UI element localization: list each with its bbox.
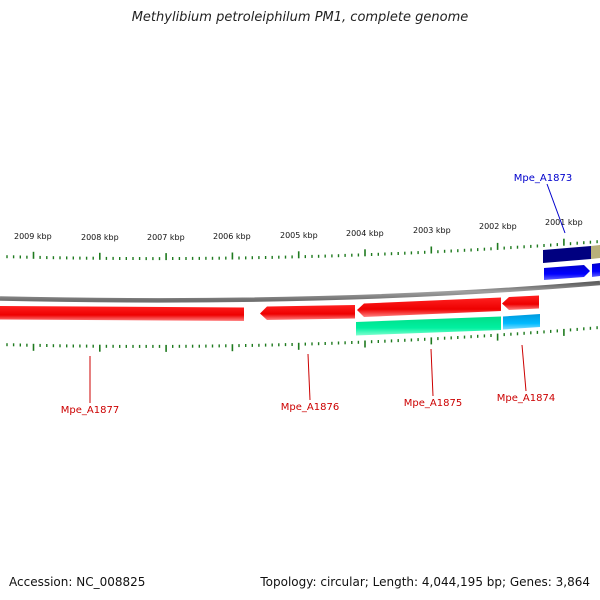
feature-labels: Mpe_A1877 Mpe_A1876 Mpe_A1875 Mpe_A1874 … xyxy=(61,173,572,416)
feature-mpe-a1874 xyxy=(502,295,539,310)
scale-label-2005: 2005 kbp xyxy=(280,231,318,240)
scale-label-2001: 2001 kbp xyxy=(545,218,583,227)
scale-label-2006: 2006 kbp xyxy=(213,232,251,241)
leader-line-mpe-a1876 xyxy=(307,353,311,401)
feature-mpe-a1877 xyxy=(0,306,244,321)
scale-label-2003: 2003 kbp xyxy=(413,226,451,235)
feature-mpe-a1876 xyxy=(260,305,355,320)
feature-label-mpe-a1876: Mpe_A1876 xyxy=(281,402,339,413)
feature-cyan xyxy=(503,314,540,330)
map-title: Methylibium petroleiphilum PM1, complete… xyxy=(131,10,469,25)
feature-leader-lines xyxy=(89,183,566,403)
feature-green xyxy=(356,316,501,336)
scale-label-2009: 2009 kbp xyxy=(14,232,52,241)
feature-label-mpe-a1877: Mpe_A1877 xyxy=(61,405,119,416)
leader-line-mpe-a1873 xyxy=(546,183,566,234)
feature-mpe-a1875 xyxy=(357,297,501,317)
leader-line-mpe-a1874 xyxy=(521,344,527,392)
scale-ticks-lower xyxy=(6,326,598,352)
scale-label-2004: 2004 kbp xyxy=(346,229,384,238)
reverse-strand-track xyxy=(0,295,540,336)
accession-label: Accession: NC_008825 xyxy=(9,575,146,589)
feature-dark-navy xyxy=(543,246,591,263)
scale-labels: 2009 kbp 2008 kbp 2007 kbp 2006 kbp 2005… xyxy=(14,218,583,242)
leader-line-mpe-a1875 xyxy=(430,348,434,397)
genome-summary: Topology: circular; Length: 4,044,195 bp… xyxy=(260,575,590,589)
feature-olive xyxy=(591,245,600,259)
scale-ticks-upper xyxy=(6,238,598,261)
scale-label-2002: 2002 kbp xyxy=(479,222,517,231)
forward-strand-track xyxy=(543,245,600,280)
feature-mpe-a1873 xyxy=(544,265,590,280)
feature-label-mpe-a1874: Mpe_A1874 xyxy=(497,393,555,404)
feature-label-mpe-a1875: Mpe_A1875 xyxy=(404,398,462,409)
feature-blue-adjacent xyxy=(592,263,600,277)
genome-backbone xyxy=(0,280,600,303)
scale-label-2008: 2008 kbp xyxy=(81,233,119,242)
feature-label-mpe-a1873: Mpe_A1873 xyxy=(514,173,572,184)
scale-label-2007: 2007 kbp xyxy=(147,233,185,242)
